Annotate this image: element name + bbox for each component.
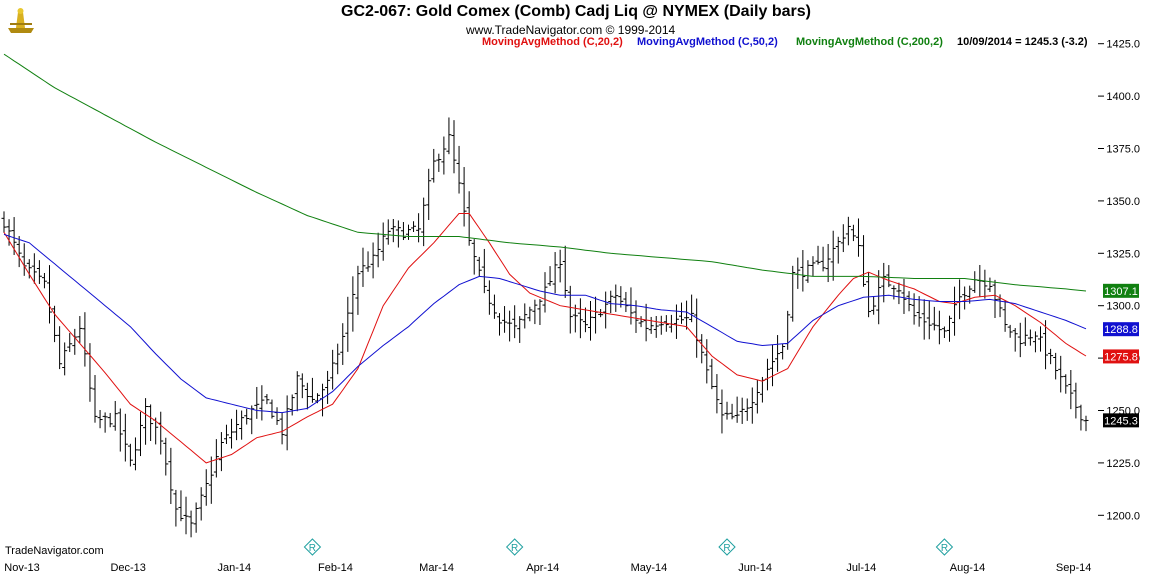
copyright-text: www.TradeNavigator.com © 1999-2014 (466, 23, 676, 37)
y-tick-label: 1375.0 (1106, 144, 1140, 156)
moving-average-line-1 (3, 213, 1087, 464)
roll-marker-label: R (723, 543, 730, 554)
y-tick-label: 1300.0 (1106, 301, 1140, 313)
moving-average-line-2 (3, 233, 1087, 414)
last-value-box (1103, 413, 1139, 428)
legend-ma20: MovingAvgMethod (C,20,2) (482, 36, 623, 48)
y-tick-label: 1225.0 (1106, 458, 1140, 470)
last-value-box (1103, 322, 1139, 337)
x-tick-label: Sep-14 (1056, 562, 1091, 574)
legend-last-value: 10/09/2014 = 1245.3 (-3.2) (957, 36, 1088, 48)
roll-marker-icon (718, 538, 736, 556)
x-tick-label: Dec-13 (110, 562, 145, 574)
y-tick-label: 1200.0 (1106, 510, 1140, 522)
legend-ma50: MovingAvgMethod (C,50,2) (637, 36, 778, 48)
y-tick-label: 1350.0 (1106, 196, 1140, 208)
x-tick-label: Jun-14 (738, 562, 772, 574)
roll-marker-label: R (309, 543, 316, 554)
last-value-label: 1275.8 (1104, 351, 1138, 363)
roll-marker-icon (303, 538, 322, 556)
last-value-label: 1307.1 (1104, 286, 1138, 298)
chart-title: GC2-067: Gold Comex (Comb) Cadj Liq @ NY… (341, 3, 811, 20)
roll-marker-label: R (511, 543, 518, 554)
legend-ma200: MovingAvgMethod (C,200,2) (796, 36, 943, 48)
x-tick-label: May-14 (631, 562, 668, 574)
roll-marker-icon (935, 538, 954, 556)
y-tick-label: 1325.0 (1106, 248, 1140, 260)
roll-marker-icon (505, 538, 524, 556)
last-value-label: 1245.3 (1104, 415, 1138, 427)
y-tick-label: 1400.0 (1106, 91, 1140, 103)
last-value-box (1103, 349, 1139, 364)
x-tick-label: Feb-14 (318, 562, 353, 574)
footer-brand: TradeNavigator.com (5, 545, 104, 557)
x-tick-label: Mar-14 (419, 562, 454, 574)
x-tick-label: Nov-13 (4, 562, 39, 574)
tradenavigator-logo-icon (4, 6, 38, 36)
last-value-box (1103, 283, 1139, 298)
x-tick-label: Jul-14 (846, 562, 876, 574)
moving-average-line-3 (3, 53, 1087, 292)
x-tick-label: Jan-14 (218, 562, 252, 574)
last-value-label: 1288.8 (1104, 324, 1138, 336)
roll-marker-label: R (941, 543, 948, 554)
y-tick-label: 1425.0 (1106, 39, 1140, 51)
x-tick-label: Apr-14 (526, 562, 559, 574)
x-tick-label: Aug-14 (950, 562, 985, 574)
